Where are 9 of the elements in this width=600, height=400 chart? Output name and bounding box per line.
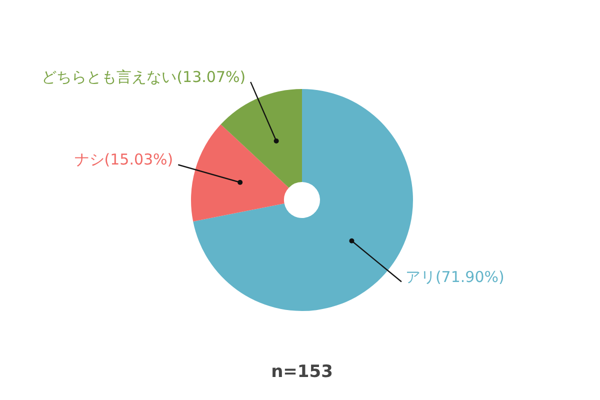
text: n=153: [271, 362, 333, 382]
slice-label: アリ: [405, 268, 436, 286]
data-label: (13.07%): [176, 68, 246, 86]
slice-label: ナシ: [74, 150, 104, 169]
data-label: (71.90%): [435, 268, 504, 286]
data-label: (15.03%): [104, 150, 174, 169]
donut-slice: [220, 89, 302, 188]
donut-slice: [191, 124, 289, 222]
slice-label: どちらとも言えない: [42, 68, 177, 86]
